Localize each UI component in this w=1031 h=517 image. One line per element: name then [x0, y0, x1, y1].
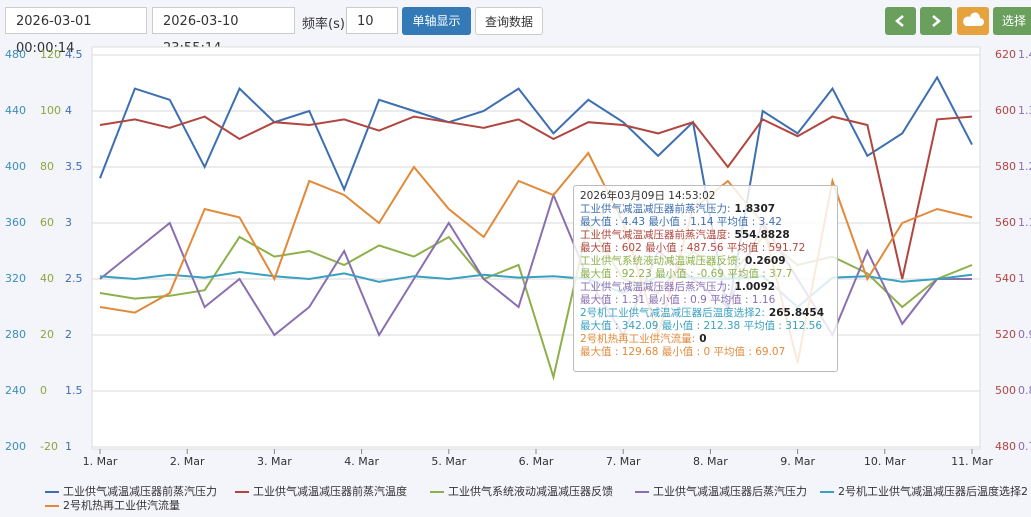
y-tick-label: 0.7	[1018, 440, 1031, 453]
y-tick-label: 520	[995, 328, 1016, 341]
start-input[interactable]: 2026-03-01 00:00:14	[5, 7, 147, 56]
tooltip-stats: 最大值 : 602 最小值 : 487.56 平均值 : 591.72	[580, 242, 806, 254]
legend-label: 2号机热再工业供汽流量	[63, 498, 180, 512]
tooltip: 2026年03月09日 14:53:02 工业供气减温减压器前蒸汽压力: 1.830…	[573, 185, 838, 372]
y-tick-label: 480	[995, 440, 1016, 453]
legend-label: 工业供气减温减压器后蒸汽压力	[653, 484, 807, 498]
x-tick-label: 9. Mar	[780, 455, 815, 468]
tooltip-value: 1.8307	[734, 203, 776, 215]
x-tick-label: 8. Mar	[693, 455, 728, 468]
x-tick-label: 1. Mar	[83, 455, 118, 468]
y-tick-label: 4	[65, 104, 72, 117]
x-tick-label: 11. Mar	[951, 455, 993, 468]
x-tick-label: 3. Mar	[257, 455, 292, 468]
tooltip-row: 工业供气减温减压器前蒸汽温度: 554.8828	[580, 229, 831, 242]
y-tick-label: 560	[995, 216, 1016, 229]
tooltip-value: 0.2609	[745, 255, 786, 267]
tooltip-row: 工业供气系统液动减温减压器反馈: 0.2609	[580, 255, 831, 268]
tooltip-stats: 最大值 : 4.43 最小值 : 1.14 平均值 : 3.42	[580, 216, 782, 228]
x-tick-label: 6. Mar	[519, 455, 554, 468]
y-tick-label: 1	[1018, 272, 1025, 285]
y-tick-label: 2	[65, 328, 72, 341]
upload-button[interactable]	[957, 7, 989, 35]
y-tick-label: 3.5	[65, 160, 83, 173]
y-tick-label: 1.1	[1018, 216, 1031, 229]
tooltip-value: 554.8828	[734, 229, 790, 241]
y-tick-label: 200	[5, 440, 26, 453]
query-button[interactable]: 查询数据	[475, 7, 543, 35]
x-tick-label: 2. Mar	[170, 455, 205, 468]
tooltip-label: 工业供气减温减压器前蒸汽温度:	[580, 229, 731, 241]
x-tick-label: 10. Mar	[864, 455, 906, 468]
y-tick-label: 320	[5, 272, 26, 285]
tooltip-value: 1.0092	[734, 281, 776, 293]
tooltip-time: 2026年03月09日 14:53:02	[580, 190, 716, 202]
tooltip-label: 工业供气系统液动减温减压器反馈:	[580, 255, 742, 267]
y-tick-label: 580	[995, 160, 1016, 173]
y-tick-label: 1.4	[1018, 48, 1031, 61]
series-line	[99, 115, 973, 280]
tooltip-row: 工业供气减温减压器后蒸汽压力: 1.0092	[580, 281, 831, 294]
tooltip-stats: 最大值 : 92.23 最小值 : -0.69 平均值 : 37.7	[580, 268, 793, 280]
y-tick-label: 620	[995, 48, 1016, 61]
tooltip-stats: 最大值 : 342.09 最小值 : 212.38 平均值 : 312.56	[580, 320, 823, 332]
x-tick-label: 7. Mar	[606, 455, 641, 468]
tooltip-label: 工业供气减温减压器前蒸汽压力:	[580, 203, 731, 215]
end-input[interactable]: 2026-03-10 23:55:14	[152, 7, 295, 56]
y-tick-label: 2.5	[65, 272, 83, 285]
y-tick-label: 1.5	[65, 384, 83, 397]
series-line	[99, 151, 973, 364]
y-tick-label: 20	[40, 328, 54, 341]
next-button[interactable]	[920, 7, 952, 35]
y-tick-label: 60	[40, 216, 54, 229]
legend-label: 2号机工业供气减温减压器后温度选择2	[838, 484, 1028, 498]
tooltip-stats: 最大值 : 1.31 最小值 : 0.9 平均值 : 1.16	[580, 294, 776, 306]
legend-label: 工业供气减温减压器前蒸汽温度	[253, 484, 407, 498]
select-button[interactable]: 选择	[993, 7, 1031, 35]
y-tick-label: 1.2	[1018, 160, 1031, 173]
y-tick-label: 540	[995, 272, 1016, 285]
x-tick-label: 4. Mar	[344, 455, 379, 468]
y-tick-label: 40	[40, 272, 54, 285]
y-tick-label: -20	[40, 440, 58, 453]
y-tick-label: 1.3	[1018, 104, 1031, 117]
series-line	[99, 270, 973, 309]
tooltip-label: 2号机工业供气减温减压器后温度选择2:	[580, 307, 765, 319]
single-axis-button[interactable]: 单轴显示	[402, 7, 471, 35]
plot-area	[91, 46, 981, 450]
y-tick-label: 0	[40, 384, 47, 397]
series-line	[99, 192, 972, 338]
tooltip-stats: 最大值 : 129.68 最小值 : 0 平均值 : 69.07	[580, 346, 786, 358]
y-tick-label: 360	[5, 216, 26, 229]
legend-label: 工业供气系统液动减温减压器反馈	[448, 484, 613, 498]
legend-label: 工业供气减温减压器前蒸汽压力	[63, 484, 217, 498]
tooltip-row: 2号机工业供气减温减压器后温度选择2: 265.8454	[580, 307, 831, 320]
y-tick-label: 80	[40, 160, 54, 173]
y-tick-label: 600	[995, 104, 1016, 117]
y-tick-label: 100	[40, 104, 61, 117]
tooltip-value: 0	[699, 333, 707, 345]
y-tick-label: 3	[65, 216, 72, 229]
y-tick-label: 280	[5, 328, 26, 341]
tooltip-row: 工业供气减温减压器前蒸汽压力: 1.8307	[580, 203, 831, 216]
tooltip-label: 工业供气减温减压器后蒸汽压力:	[580, 281, 731, 293]
series-line	[99, 220, 973, 381]
freq-label: 频率(s):	[302, 17, 350, 32]
series-line	[99, 75, 973, 313]
tooltip-label: 2号机热再工业供汽流量:	[580, 333, 696, 345]
y-tick-label: 440	[5, 104, 26, 117]
y-tick-label: 1	[65, 440, 72, 453]
y-tick-label: 240	[5, 384, 26, 397]
tooltip-value: 265.8454	[768, 307, 825, 319]
y-tick-label: 0.8	[1018, 384, 1031, 397]
freq-input[interactable]: 10	[346, 7, 398, 34]
y-tick-label: 500	[995, 384, 1016, 397]
tooltip-row: 2号机热再工业供汽流量: 0	[580, 333, 831, 346]
y-tick-label: 0.9	[1018, 328, 1031, 341]
x-tick-label: 5. Mar	[431, 455, 466, 468]
y-tick-label: 400	[5, 160, 26, 173]
prev-button[interactable]	[885, 7, 916, 35]
